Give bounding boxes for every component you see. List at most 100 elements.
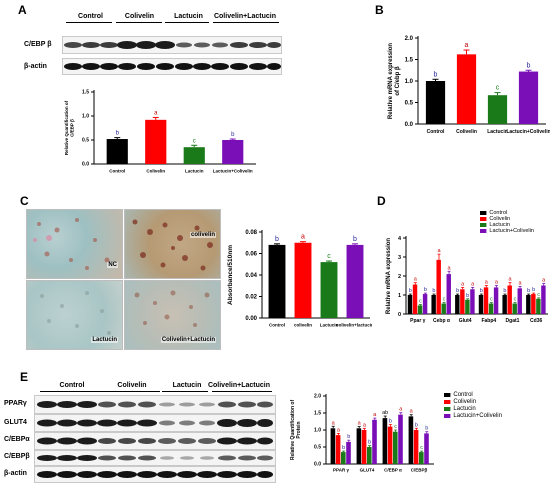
- legend-swatch: [480, 229, 487, 233]
- x-tick-label: colivelin+lactucin: [336, 323, 372, 328]
- significance-letter: c: [394, 424, 397, 430]
- bar: [512, 303, 517, 314]
- significance-letter: b: [389, 419, 392, 425]
- y-axis-label: Relative mRNA expression: [386, 238, 392, 314]
- bar: [478, 295, 484, 314]
- bar: [456, 54, 477, 125]
- bar: [346, 441, 351, 464]
- blot-a-group-line: [116, 22, 162, 23]
- significance-letter: a: [519, 280, 523, 286]
- legend-swatch: [480, 223, 487, 227]
- chart-b-mrna-cebpb: 0.0 0.5 1.0 1.5 2.0 Relative mRNA expression o…: [388, 36, 550, 135]
- significance-letter: a: [358, 421, 362, 427]
- legend-swatch: [444, 414, 451, 418]
- bar: [183, 147, 205, 164]
- significance-letter: a: [508, 277, 512, 283]
- x-tick-label: Ppar γ: [410, 318, 426, 324]
- micrograph-texture: [33, 218, 110, 270]
- significance-letter: b: [480, 288, 483, 294]
- bar: [412, 284, 418, 314]
- micrograph-combo: Colivelin+Lactucin: [124, 280, 221, 350]
- micrograph-texture: [40, 291, 111, 335]
- blot-a-group-combo: Colivelin+Lactucin: [213, 13, 277, 20]
- legend-swatch: [444, 393, 451, 397]
- significance-letter: c: [420, 445, 423, 451]
- significance-letter: a: [373, 412, 377, 418]
- bar: [393, 431, 398, 464]
- bar: [335, 435, 341, 464]
- blot-a-strip-actin: [62, 58, 282, 75]
- y-tick-label: 2.0: [314, 394, 321, 400]
- panel-letter-e: E: [20, 370, 29, 384]
- bar: [361, 430, 367, 464]
- bar: [398, 414, 403, 464]
- y-axis-label: C/EBP β: [70, 119, 75, 137]
- y-tick-label: 2.0: [405, 36, 414, 42]
- legend-swatch: [444, 407, 451, 411]
- x-tick-label: Control: [109, 169, 125, 174]
- chart-a-quantification: 0.0 0.5 1.0 1.5 Relative Quantification of C/…: [64, 90, 256, 174]
- significance-letter: b: [527, 62, 531, 69]
- legend-swatch: [480, 211, 487, 215]
- blot-a-group-line: [66, 22, 112, 23]
- bar: [507, 285, 512, 314]
- bar: [346, 244, 364, 318]
- y-tick-label: 0.0: [314, 462, 321, 468]
- chart-e-protein-quant: 0.0 0.5 1.0 1.5 2.0 Relative Quantification o…: [290, 392, 502, 473]
- blot-a-group-lactucin: Lactucin: [174, 13, 203, 20]
- blot-e-group-colivelin: Colivelin: [117, 382, 147, 389]
- bar: [145, 119, 167, 164]
- blot-e-label-cebpa: C/EBPα: [4, 436, 30, 443]
- blot-a-group-control: Control: [78, 13, 103, 20]
- blot-a-label-actin: β-actin: [24, 63, 47, 70]
- blot-bands: [37, 401, 273, 408]
- significance-letter: a: [410, 409, 414, 415]
- x-tick-label: Fabp4: [481, 318, 496, 324]
- blot-e-strip-cebpa: [34, 432, 276, 450]
- significance-letter: b: [368, 440, 371, 446]
- micrograph-nc: NC: [26, 209, 123, 279]
- bar: [465, 299, 470, 314]
- micrograph-texture: [132, 219, 213, 271]
- significance-letter: b: [432, 288, 435, 294]
- blot-e-group-line: [102, 391, 160, 392]
- x-tick-label: Control: [269, 323, 285, 328]
- blot-e-group-control: Control: [59, 382, 85, 389]
- micrograph-label-colivelin: colivelin: [189, 232, 216, 238]
- y-tick-label: 1.5: [82, 90, 89, 96]
- micrograph-colivelin: colivelin: [124, 209, 221, 279]
- y-axis-label: Relative Quantification of: [290, 400, 296, 461]
- chart-c-absorbance: 0.00 0.02 0.04 0.06 0.08 Absorbance/510nm b Con…: [227, 230, 372, 328]
- bar: [455, 295, 460, 314]
- y-tick-label: 3: [398, 255, 401, 261]
- significance-letter: b: [424, 287, 427, 293]
- bar: [518, 71, 539, 124]
- y-tick-label: 0.0: [82, 162, 89, 168]
- significance-letter: a: [465, 42, 469, 49]
- legend-label: Control: [453, 392, 472, 398]
- bar: [320, 262, 338, 318]
- significance-letter: b: [116, 131, 120, 137]
- significance-letter: b: [409, 288, 412, 294]
- bar: [419, 452, 424, 464]
- bar: [330, 428, 336, 464]
- significance-letter: a: [363, 422, 367, 428]
- legend-label: Lactucin: [453, 406, 475, 412]
- x-tick-label: Colivelin: [146, 169, 165, 174]
- bar: [441, 303, 446, 314]
- blot-e-strip-cebpb: [34, 450, 276, 466]
- significance-letter: a: [301, 234, 305, 241]
- significance-letter: c: [327, 253, 331, 260]
- micrograph-label-combo: Colivelin+Lactucin: [160, 337, 216, 343]
- significance-letter: c: [490, 297, 493, 303]
- micrograph-lactucin: Lactucin: [26, 280, 123, 350]
- x-tick-label: Dgat1: [506, 318, 520, 324]
- blot-e-strip-glut4: [34, 414, 276, 432]
- blot-bands: [64, 63, 281, 70]
- bar: [367, 447, 372, 464]
- significance-letter: c: [193, 138, 196, 144]
- x-tick-label: Cd36: [530, 318, 542, 324]
- bar: [487, 95, 508, 124]
- bar: [470, 289, 475, 314]
- significance-letter: a: [414, 277, 418, 283]
